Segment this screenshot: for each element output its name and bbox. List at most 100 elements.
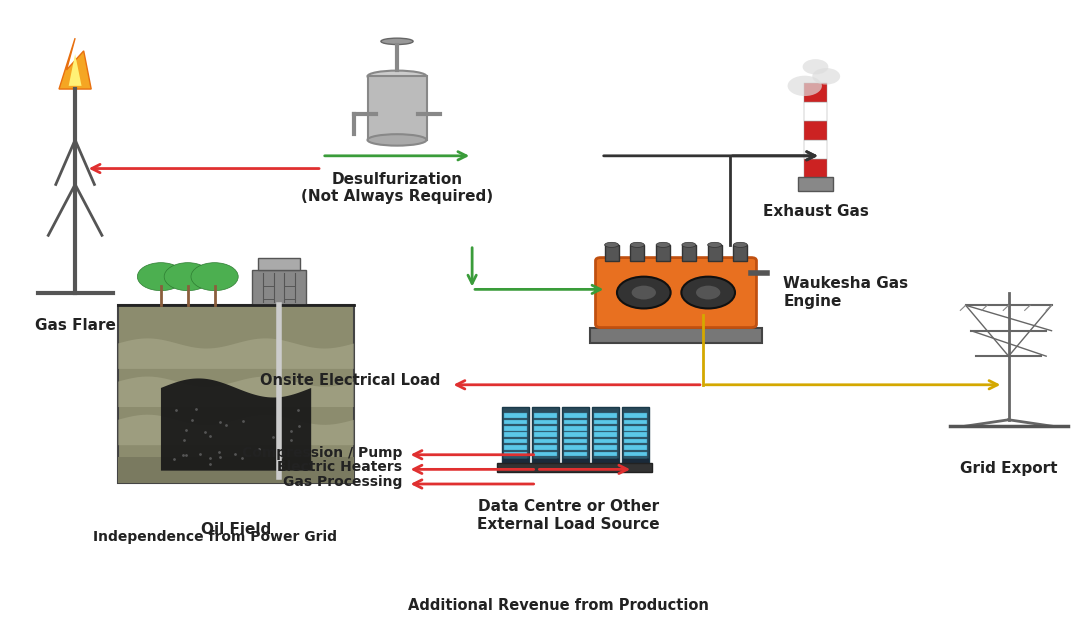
- FancyBboxPatch shape: [118, 305, 354, 483]
- Ellipse shape: [733, 242, 747, 247]
- Bar: [592, 407, 619, 464]
- Bar: [624, 439, 647, 443]
- Bar: [564, 413, 587, 418]
- Ellipse shape: [367, 134, 426, 146]
- Bar: [564, 439, 587, 443]
- Bar: [804, 140, 827, 159]
- Bar: [534, 426, 557, 431]
- Text: Electric Heaters: Electric Heaters: [278, 460, 402, 474]
- Bar: [682, 245, 695, 261]
- Bar: [534, 420, 557, 424]
- Circle shape: [137, 263, 185, 291]
- Bar: [624, 458, 647, 462]
- Bar: [504, 420, 527, 424]
- Bar: [367, 76, 426, 140]
- Bar: [504, 432, 527, 437]
- Bar: [564, 432, 587, 437]
- Bar: [622, 407, 649, 464]
- Bar: [798, 177, 833, 191]
- Circle shape: [803, 59, 828, 74]
- Text: Oil Field: Oil Field: [201, 522, 271, 537]
- Bar: [534, 445, 557, 450]
- FancyBboxPatch shape: [596, 258, 756, 328]
- Ellipse shape: [682, 242, 696, 247]
- Bar: [562, 458, 589, 464]
- Bar: [532, 407, 559, 464]
- Bar: [534, 458, 557, 462]
- Bar: [624, 413, 647, 418]
- Bar: [656, 245, 670, 261]
- Bar: [532, 458, 559, 464]
- Bar: [592, 458, 619, 464]
- Bar: [263, 286, 274, 299]
- Bar: [594, 420, 617, 424]
- Bar: [504, 413, 527, 418]
- Bar: [564, 458, 587, 462]
- Bar: [804, 83, 827, 102]
- Text: Desulfurization
(Not Always Required): Desulfurization (Not Always Required): [300, 172, 494, 204]
- Text: Onsite Electrical Load: Onsite Electrical Load: [260, 373, 440, 388]
- Bar: [594, 439, 617, 443]
- Ellipse shape: [367, 71, 426, 82]
- Text: Additional Revenue from Production: Additional Revenue from Production: [408, 598, 708, 613]
- Bar: [504, 458, 527, 462]
- Bar: [624, 420, 647, 424]
- Text: Independence from Power Grid: Independence from Power Grid: [92, 530, 337, 544]
- Bar: [594, 426, 617, 431]
- Bar: [564, 452, 587, 456]
- Circle shape: [164, 263, 211, 291]
- Bar: [624, 426, 647, 431]
- Bar: [252, 270, 306, 305]
- Bar: [624, 432, 647, 437]
- Bar: [534, 439, 557, 443]
- Circle shape: [631, 285, 657, 300]
- Ellipse shape: [631, 242, 644, 247]
- Circle shape: [191, 263, 238, 291]
- Text: Grid Export: Grid Export: [960, 461, 1057, 476]
- Circle shape: [812, 68, 840, 85]
- Bar: [605, 245, 619, 261]
- Bar: [624, 452, 647, 456]
- Bar: [708, 245, 721, 261]
- Ellipse shape: [707, 242, 721, 247]
- Ellipse shape: [656, 242, 670, 247]
- Bar: [564, 426, 587, 431]
- Bar: [804, 121, 827, 140]
- Bar: [258, 258, 300, 270]
- Bar: [594, 413, 617, 418]
- Bar: [804, 102, 827, 121]
- Bar: [594, 432, 617, 437]
- Bar: [804, 159, 827, 178]
- Bar: [564, 445, 587, 450]
- Circle shape: [695, 285, 721, 300]
- Bar: [534, 452, 557, 456]
- Circle shape: [681, 277, 735, 308]
- Bar: [502, 458, 529, 464]
- Text: Data Centre or Other
External Load Source: Data Centre or Other External Load Sourc…: [477, 499, 660, 532]
- Bar: [504, 439, 527, 443]
- Circle shape: [617, 277, 671, 308]
- Bar: [590, 328, 762, 343]
- Bar: [284, 286, 295, 299]
- Text: Exhaust Gas: Exhaust Gas: [763, 204, 868, 219]
- Text: Gas Flare: Gas Flare: [34, 318, 116, 333]
- FancyBboxPatch shape: [118, 457, 354, 483]
- Text: Gas Processing: Gas Processing: [283, 475, 402, 489]
- Bar: [594, 458, 617, 462]
- Ellipse shape: [381, 38, 413, 45]
- Bar: [631, 245, 644, 261]
- Bar: [534, 413, 557, 418]
- Bar: [562, 407, 589, 464]
- Ellipse shape: [605, 242, 618, 247]
- Bar: [594, 445, 617, 450]
- Bar: [504, 452, 527, 456]
- Bar: [564, 420, 587, 424]
- Text: Compression / Pump: Compression / Pump: [242, 446, 402, 460]
- Bar: [497, 463, 652, 472]
- Bar: [534, 432, 557, 437]
- Polygon shape: [69, 54, 82, 86]
- Circle shape: [788, 76, 822, 96]
- Bar: [624, 445, 647, 450]
- Bar: [594, 452, 617, 456]
- Polygon shape: [59, 38, 91, 89]
